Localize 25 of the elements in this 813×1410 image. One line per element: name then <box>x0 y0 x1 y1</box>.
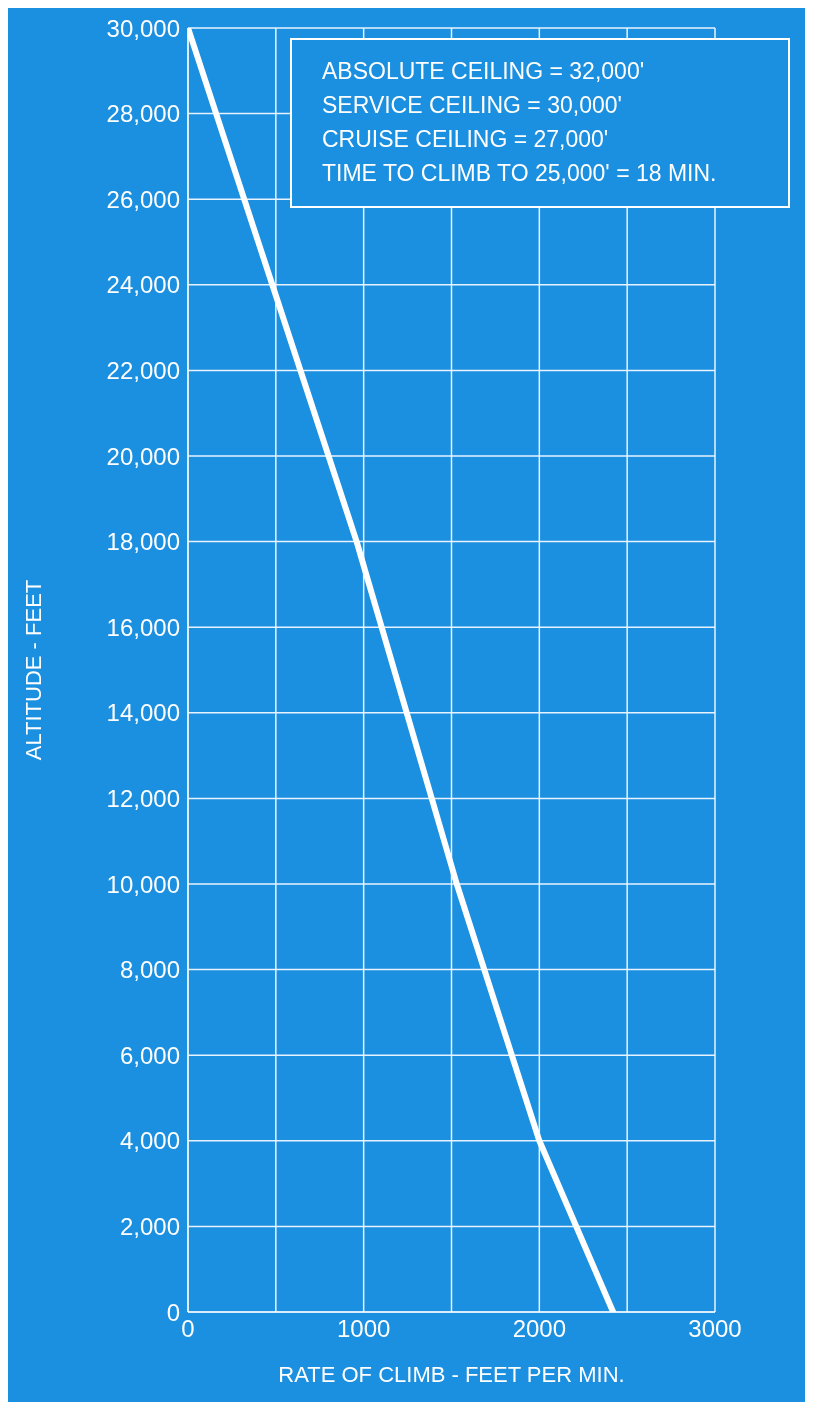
y-tick-label: 28,000 <box>106 100 180 128</box>
y-tick-label: 10,000 <box>106 870 180 898</box>
y-tick-label: 24,000 <box>106 271 180 299</box>
x-axis-title: RATE OF CLIMB - FEET PER MIN. <box>278 1362 625 1387</box>
y-tick-label: 12,000 <box>106 784 180 812</box>
x-tick-label: 1000 <box>336 1315 391 1343</box>
y-tick-label: 16,000 <box>106 613 180 641</box>
y-tick-label: 2,000 <box>119 1212 180 1240</box>
y-tick-label: 14,000 <box>106 699 180 727</box>
x-tick-label: 2000 <box>512 1315 567 1343</box>
y-tick-label: 0 <box>166 1298 180 1326</box>
y-tick-label: 8,000 <box>119 956 180 984</box>
y-tick-label: 30,000 <box>106 14 180 42</box>
annotation: SERVICE CEILING = 30,000' <box>322 91 623 120</box>
y-tick-label: 6,000 <box>119 1041 180 1069</box>
y-tick-label: 4,000 <box>119 1127 180 1155</box>
y-tick-label: 20,000 <box>106 442 180 470</box>
y-tick-label: 22,000 <box>106 356 180 384</box>
annotation: ABSOLUTE CEILING = 32,000' <box>322 57 646 86</box>
annotation: CRUISE CEILING = 27,000' <box>322 125 610 154</box>
y-tick-label: 26,000 <box>106 185 180 213</box>
annotation: TIME TO CLIMB TO 25,000' = 18 MIN. <box>322 159 718 188</box>
y-axis-title: ALTITUDE - FEET <box>20 579 46 761</box>
x-tick-label: 3000 <box>688 1315 742 1343</box>
y-tick-label: 18,000 <box>106 528 180 556</box>
